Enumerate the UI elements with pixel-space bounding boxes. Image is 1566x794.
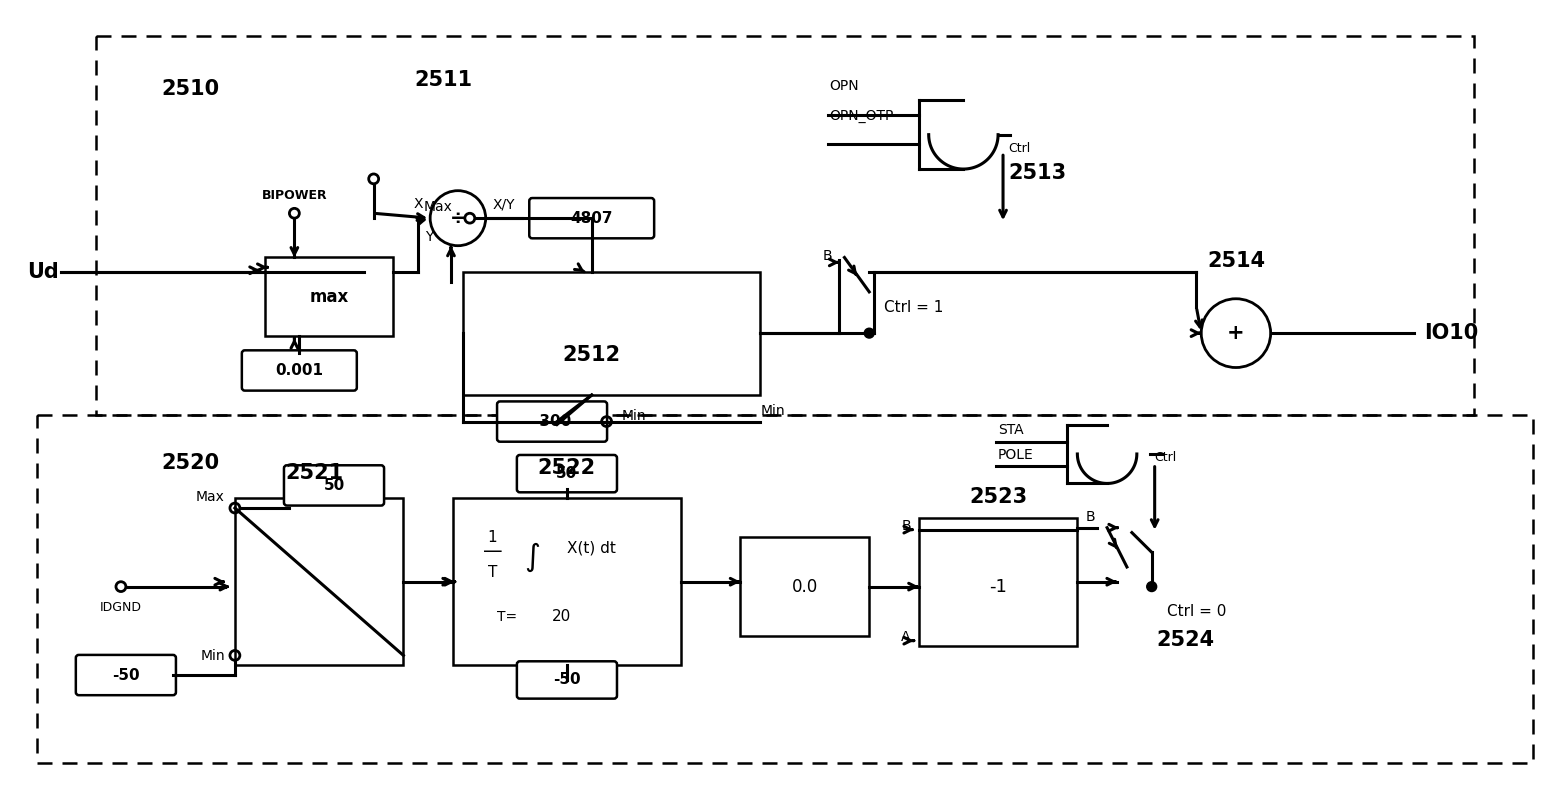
Text: 2522: 2522 xyxy=(537,457,597,478)
Text: Min: Min xyxy=(200,649,226,663)
Text: ∫: ∫ xyxy=(525,542,540,572)
Circle shape xyxy=(1146,582,1157,592)
Text: B: B xyxy=(822,249,833,264)
Text: 50: 50 xyxy=(324,478,345,493)
FancyBboxPatch shape xyxy=(241,350,357,391)
Text: Max: Max xyxy=(196,490,226,504)
Text: Ctrl = 0: Ctrl = 0 xyxy=(1167,604,1226,619)
Circle shape xyxy=(864,328,874,338)
Text: +: + xyxy=(1228,323,1245,343)
Text: -1: -1 xyxy=(990,577,1007,596)
Text: 2511: 2511 xyxy=(413,70,471,90)
FancyBboxPatch shape xyxy=(496,402,608,441)
Text: —: — xyxy=(482,542,503,561)
Text: Ctrl: Ctrl xyxy=(1154,451,1178,464)
Text: 20: 20 xyxy=(553,609,572,624)
Text: BIPOWER: BIPOWER xyxy=(262,188,327,202)
Text: POLE: POLE xyxy=(998,448,1034,462)
Text: IDGND: IDGND xyxy=(100,601,143,615)
Text: 2514: 2514 xyxy=(1207,252,1265,272)
Text: 2512: 2512 xyxy=(562,345,620,364)
Text: Min: Min xyxy=(622,409,647,422)
Text: B: B xyxy=(900,518,911,533)
Text: IO10: IO10 xyxy=(1423,323,1478,343)
Text: 2521: 2521 xyxy=(285,463,343,483)
Text: -50: -50 xyxy=(113,668,139,683)
Text: max: max xyxy=(310,287,349,306)
Text: B: B xyxy=(1085,510,1095,524)
Text: -300: -300 xyxy=(532,414,572,429)
Text: 2510: 2510 xyxy=(161,79,219,99)
Text: Min: Min xyxy=(760,403,785,418)
Text: 0.0: 0.0 xyxy=(792,577,817,596)
Bar xyxy=(453,498,681,665)
FancyBboxPatch shape xyxy=(283,465,384,506)
FancyBboxPatch shape xyxy=(529,198,655,238)
Text: X/Y: X/Y xyxy=(493,198,515,211)
Text: Ud: Ud xyxy=(27,262,58,282)
Text: 1: 1 xyxy=(487,530,498,545)
Text: -50: -50 xyxy=(553,673,581,688)
Text: Y: Y xyxy=(424,229,434,244)
Bar xyxy=(235,498,404,665)
Bar xyxy=(919,518,1077,646)
Text: OPN: OPN xyxy=(830,79,860,94)
Text: A: A xyxy=(902,630,911,644)
Text: Ctrl: Ctrl xyxy=(1009,142,1030,156)
Text: 2520: 2520 xyxy=(161,453,219,472)
Text: STA: STA xyxy=(998,423,1024,437)
Bar xyxy=(96,37,1474,414)
FancyBboxPatch shape xyxy=(517,455,617,492)
Text: Ctrl = 1: Ctrl = 1 xyxy=(885,299,943,314)
Bar xyxy=(36,414,1533,764)
Text: OPN_OTP: OPN_OTP xyxy=(830,109,894,123)
Text: T: T xyxy=(489,565,498,580)
Text: X: X xyxy=(413,198,423,211)
Text: 2524: 2524 xyxy=(1157,630,1215,649)
Text: X(t) dt: X(t) dt xyxy=(567,540,615,555)
Text: 2513: 2513 xyxy=(1009,163,1066,183)
Text: 2523: 2523 xyxy=(969,487,1027,507)
Text: 50: 50 xyxy=(556,466,578,481)
FancyBboxPatch shape xyxy=(75,655,175,696)
Text: ÷: ÷ xyxy=(449,209,467,228)
Text: 0.001: 0.001 xyxy=(276,363,323,378)
FancyBboxPatch shape xyxy=(517,661,617,699)
Text: 4807: 4807 xyxy=(570,210,612,225)
Bar xyxy=(741,538,869,636)
Text: Max: Max xyxy=(424,200,453,214)
Bar xyxy=(265,257,393,336)
Bar xyxy=(464,272,760,395)
Text: T=: T= xyxy=(498,610,517,624)
